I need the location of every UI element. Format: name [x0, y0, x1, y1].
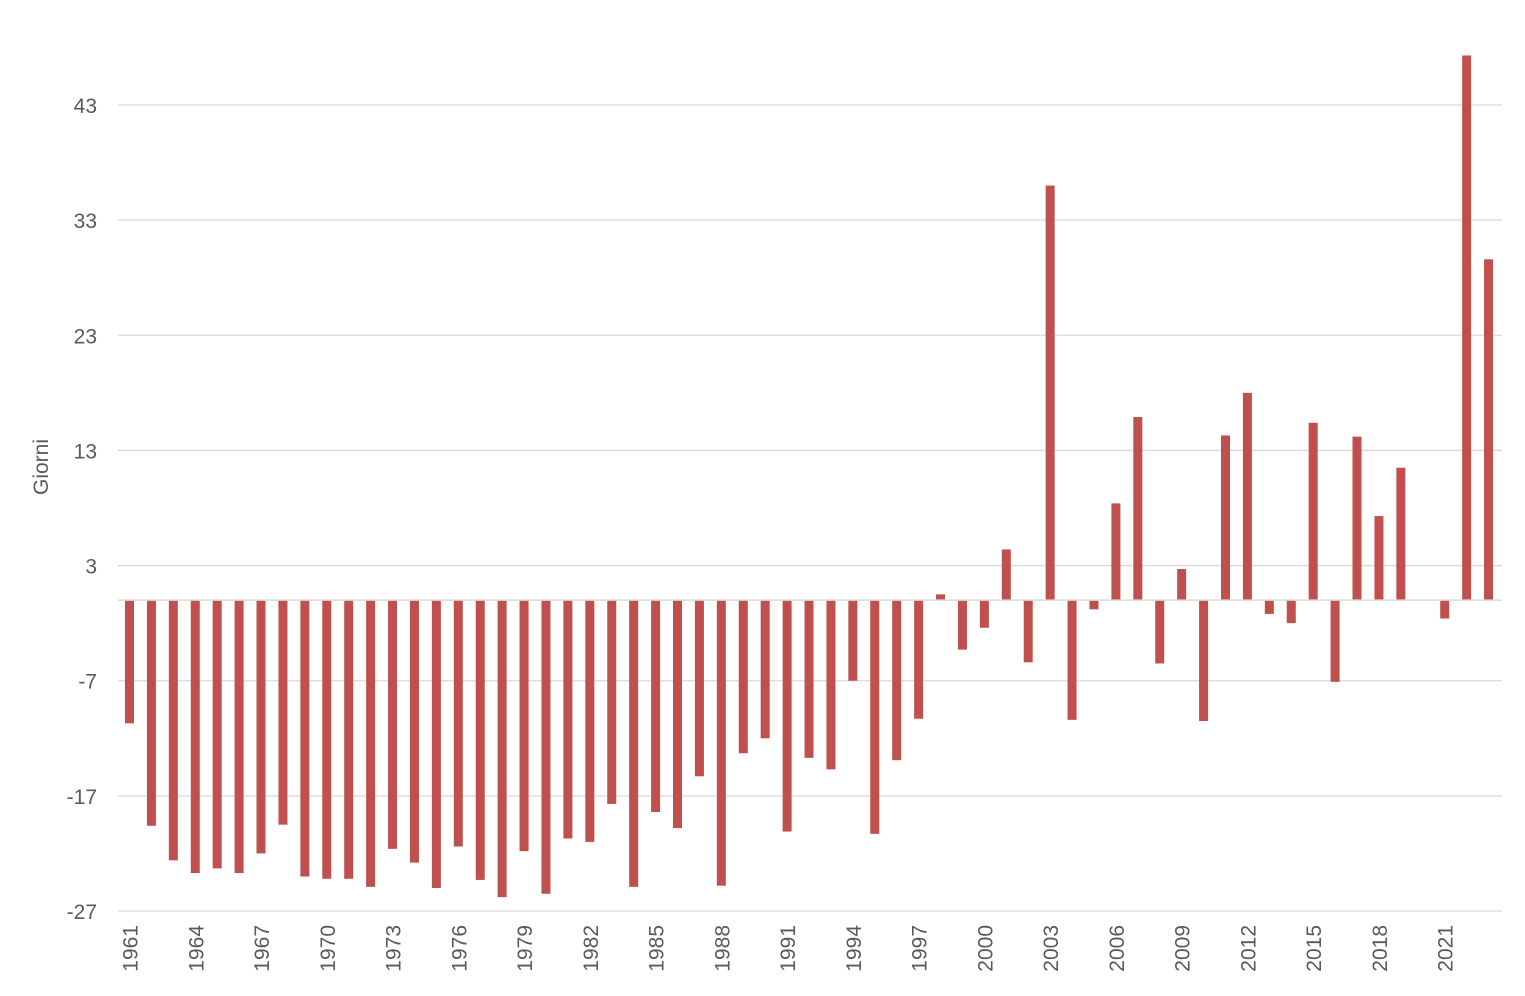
- bar-2010: [1199, 600, 1209, 722]
- bar-1983: [607, 600, 617, 804]
- x-tick-label: 1961: [120, 925, 143, 972]
- x-tick-label: 1967: [251, 925, 274, 972]
- bar-1973: [388, 600, 398, 849]
- bar-1994: [848, 600, 858, 681]
- bar-1962: [146, 600, 156, 826]
- bar-1969: [300, 600, 310, 877]
- bar-2015: [1308, 422, 1318, 601]
- bar-2013: [1264, 600, 1274, 614]
- y-tick-label: 13: [74, 440, 97, 463]
- x-tick-label: 2012: [1237, 925, 1260, 972]
- bar-1966: [234, 600, 244, 874]
- bar-1996: [892, 600, 902, 761]
- bar-1968: [278, 600, 288, 825]
- x-axis-ticks: 1961 1964 1967 1970 1973 1976 1979 1982 1985 1988…: [120, 925, 1458, 972]
- bar-2014: [1286, 600, 1296, 624]
- bar-2019: [1396, 467, 1406, 601]
- y-axis-title: Giorni: [30, 439, 53, 495]
- x-tick-label: 2018: [1369, 925, 1392, 972]
- bar-2009: [1177, 569, 1187, 601]
- bar-1997: [914, 600, 924, 719]
- bar-1963: [168, 600, 178, 861]
- x-tick-label: 1994: [843, 925, 866, 972]
- x-tick-label: 1970: [317, 925, 340, 972]
- bar-1971: [344, 600, 354, 879]
- bar-2003: [1045, 185, 1055, 601]
- bar-2007: [1133, 417, 1143, 601]
- bar-1984: [629, 600, 639, 887]
- bar-2006: [1111, 503, 1121, 601]
- y-tick-label: 23: [74, 325, 97, 348]
- bar-2016: [1330, 600, 1340, 682]
- bar-2001: [1001, 549, 1011, 601]
- bar-2005: [1089, 600, 1099, 610]
- x-tick-label: 1964: [185, 925, 208, 972]
- bar-1964: [190, 600, 200, 874]
- bar-1970: [322, 600, 332, 879]
- bar-1961: [125, 600, 134, 724]
- bar-1992: [804, 600, 814, 758]
- bar-1989: [738, 600, 748, 754]
- x-tick-label: 2021: [1435, 925, 1458, 972]
- y-tick-label: -7: [78, 671, 97, 694]
- bar-2008: [1155, 600, 1165, 664]
- bar-2012: [1242, 392, 1252, 601]
- bar-1978: [497, 600, 507, 898]
- bar-2023: [1484, 259, 1494, 601]
- bar-1974: [409, 600, 419, 863]
- bar-1999: [957, 600, 967, 650]
- x-tick-label: 1982: [580, 925, 603, 972]
- bar-1967: [256, 600, 266, 854]
- bar-1991: [782, 600, 792, 832]
- bar-2004: [1067, 600, 1077, 720]
- x-tick-label: 2006: [1106, 925, 1129, 972]
- bar-1987: [694, 600, 704, 777]
- bar-2022: [1462, 55, 1472, 601]
- y-axis-ticks: 43 33 23 13 3 -7 -17 -27: [67, 95, 97, 924]
- x-tick-label: 1973: [383, 925, 406, 972]
- bar-1976: [453, 600, 463, 847]
- x-tick-label: 1979: [514, 925, 537, 972]
- bar-1988: [716, 600, 726, 886]
- bar-1993: [826, 600, 836, 770]
- bar-1975: [431, 600, 441, 888]
- x-tick-label: 1991: [777, 925, 800, 972]
- bar-1982: [585, 600, 595, 842]
- y-tick-label: -17: [67, 786, 97, 809]
- bar-1985: [651, 600, 661, 812]
- bar-1965: [212, 600, 222, 869]
- bar-1979: [519, 600, 529, 852]
- y-tick-label: -27: [67, 901, 97, 924]
- bar-1995: [870, 600, 880, 834]
- x-tick-label: 2015: [1303, 925, 1326, 972]
- bar-2011: [1221, 435, 1230, 601]
- bars: [125, 55, 1494, 898]
- bar-1981: [563, 600, 573, 839]
- bar-2017: [1352, 436, 1362, 601]
- bar-1986: [673, 600, 682, 829]
- bar-2000: [979, 600, 989, 628]
- bar-1972: [366, 600, 376, 887]
- y-tick-label: 43: [74, 95, 97, 118]
- x-tick-label: 1997: [909, 925, 932, 972]
- bar-1998: [936, 594, 946, 601]
- bar-2018: [1374, 516, 1384, 601]
- bar-2021: [1440, 600, 1450, 619]
- bar-1977: [475, 600, 485, 880]
- x-tick-label: 2000: [974, 925, 997, 972]
- bar-2002: [1023, 600, 1033, 663]
- x-tick-label: 2009: [1172, 925, 1195, 972]
- y-tick-label: 3: [85, 556, 97, 579]
- x-tick-label: 1976: [448, 925, 471, 972]
- x-tick-label: 1985: [646, 925, 669, 972]
- bar-1990: [760, 600, 770, 739]
- x-tick-label: 1988: [711, 925, 734, 972]
- x-tick-label: 2003: [1040, 925, 1063, 972]
- y-tick-label: 33: [74, 210, 97, 233]
- bar-1980: [541, 600, 551, 894]
